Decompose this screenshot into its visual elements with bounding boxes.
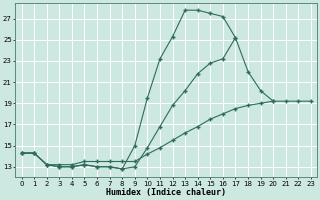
X-axis label: Humidex (Indice chaleur): Humidex (Indice chaleur) — [106, 188, 226, 197]
